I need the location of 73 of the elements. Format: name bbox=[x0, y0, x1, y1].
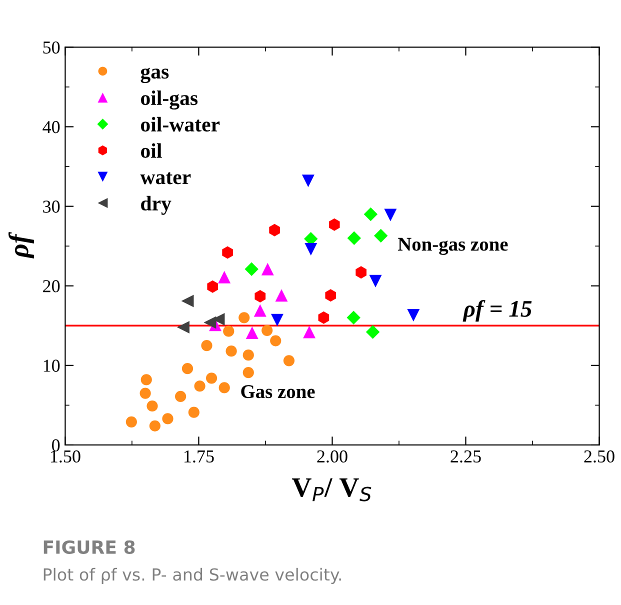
legend-label: oil bbox=[141, 143, 162, 158]
point bbox=[261, 262, 274, 276]
point bbox=[126, 416, 137, 428]
point bbox=[254, 290, 266, 302]
legend-label: dry bbox=[141, 196, 172, 215]
point bbox=[246, 326, 258, 340]
point bbox=[303, 326, 316, 338]
point bbox=[369, 274, 382, 288]
point bbox=[364, 207, 378, 222]
point bbox=[162, 413, 174, 424]
point bbox=[149, 420, 160, 432]
y-tick-label: 30 bbox=[43, 200, 60, 213]
point bbox=[207, 280, 218, 293]
point bbox=[181, 294, 194, 308]
x-tick-label: 1.50 bbox=[50, 450, 80, 463]
x-axis-title: V$_{P}$/ V$_{S}$ bbox=[292, 478, 372, 502]
point bbox=[347, 231, 362, 245]
y-tick-label: 50 bbox=[43, 41, 60, 54]
legend-label: water bbox=[140, 172, 191, 184]
text: Plot of ρf vs. P- and S-wave velocity. bbox=[44, 568, 341, 584]
x-tick-label: 1.75 bbox=[184, 450, 214, 463]
y-axis-title: ρf bbox=[8, 232, 34, 259]
annotation: Gas zone bbox=[241, 385, 315, 398]
point bbox=[226, 346, 237, 357]
x-tick-label: 2.25 bbox=[450, 450, 481, 463]
point bbox=[328, 218, 340, 231]
point bbox=[238, 312, 250, 324]
y-tick-label: 0 bbox=[52, 439, 60, 452]
point bbox=[318, 311, 330, 324]
point bbox=[270, 314, 284, 326]
point bbox=[222, 246, 233, 259]
point bbox=[270, 335, 282, 346]
point bbox=[283, 355, 295, 366]
point bbox=[201, 340, 212, 352]
point bbox=[242, 350, 254, 361]
point bbox=[188, 406, 200, 418]
point bbox=[223, 326, 234, 337]
point bbox=[242, 367, 254, 378]
y-tick-label: 40 bbox=[42, 121, 60, 134]
point bbox=[206, 372, 218, 384]
point bbox=[175, 390, 186, 402]
point bbox=[374, 228, 388, 243]
point bbox=[254, 304, 266, 317]
point bbox=[346, 310, 360, 325]
point bbox=[302, 174, 314, 188]
point bbox=[269, 224, 280, 236]
legend-label: gas bbox=[140, 68, 169, 84]
y-tick-label: 20 bbox=[43, 280, 60, 292]
point bbox=[244, 262, 258, 276]
point bbox=[140, 388, 151, 399]
point bbox=[146, 400, 158, 412]
caption: FIGURE 8 bbox=[44, 540, 135, 554]
point bbox=[218, 382, 230, 394]
point bbox=[176, 320, 190, 334]
point bbox=[356, 266, 366, 279]
point bbox=[262, 324, 273, 336]
point bbox=[140, 374, 152, 386]
annotation: Non-gas zone bbox=[398, 238, 508, 255]
point bbox=[407, 309, 420, 322]
point bbox=[275, 289, 288, 302]
y-tick-label: 10 bbox=[44, 360, 60, 372]
point bbox=[304, 243, 318, 256]
x-tick-label: 2.00 bbox=[317, 450, 348, 463]
point bbox=[194, 380, 206, 392]
point bbox=[366, 325, 380, 339]
point bbox=[182, 363, 194, 374]
point bbox=[325, 289, 336, 302]
point bbox=[384, 208, 397, 222]
legend-label: oil-water bbox=[141, 116, 220, 132]
ref-line-label: ρf = 15 bbox=[462, 300, 532, 322]
x-tick-label: 2.50 bbox=[584, 450, 614, 463]
legend-label: oil-gas bbox=[141, 90, 198, 110]
point bbox=[218, 270, 231, 284]
